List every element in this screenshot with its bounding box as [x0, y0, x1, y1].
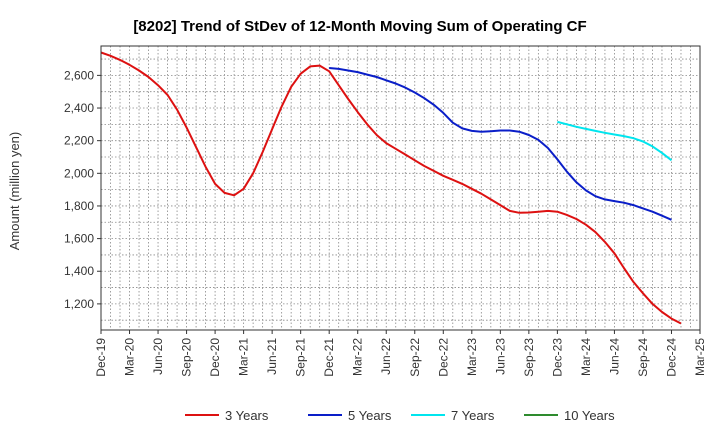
y-axis: 1,200 1,400 1,600 1,800 2,000 2,200 2,400 2,600 [64, 68, 101, 311]
x-tick-label: Mar-20 [123, 338, 137, 376]
y-tick-label: 1,200 [64, 297, 94, 311]
y-tick-label: 2,400 [64, 101, 94, 115]
legend-label: 7 Years [451, 408, 495, 423]
series-line-5-years [329, 67, 672, 221]
x-tick-label: Sep-20 [180, 338, 194, 377]
series-line-7-years [557, 120, 673, 162]
y-tick-label: 1,800 [64, 199, 94, 213]
x-tick-label: Mar-24 [579, 338, 593, 376]
legend-label: 10 Years [564, 408, 615, 423]
x-tick-label: Jun-20 [151, 338, 165, 375]
x-tick-label: Dec-22 [436, 338, 450, 377]
x-tick-label: Mar-22 [351, 338, 365, 376]
x-tick-label: Mar-25 [693, 338, 707, 376]
x-tick-label: Jun-21 [265, 338, 279, 375]
y-tick-label: 2,200 [64, 134, 94, 148]
chart-title: [8202] Trend of StDev of 12-Month Moving… [133, 18, 586, 35]
x-tick-label: Dec-23 [550, 338, 564, 377]
x-tick-label: Mar-23 [465, 338, 479, 376]
x-tick-label: Jun-24 [607, 338, 621, 375]
y-tick-label: 1,600 [64, 232, 94, 246]
x-tick-label: Dec-19 [94, 338, 108, 377]
x-tick-label: Sep-23 [522, 338, 536, 377]
x-tick-label: Dec-21 [322, 338, 336, 377]
plot-frame [100, 45, 701, 331]
grid-lines [101, 46, 700, 330]
legend: 3 Years 5 Years 7 Years 10 Years [185, 408, 615, 423]
legend-label: 5 Years [348, 408, 392, 423]
y-tick-label: 1,400 [64, 264, 94, 278]
x-tick-label: Dec-20 [208, 338, 222, 377]
series-line-3-years [100, 51, 682, 325]
series-lines [100, 51, 682, 325]
x-tick-label: Jun-22 [379, 338, 393, 375]
x-tick-label: Jun-23 [493, 338, 507, 375]
legend-label: 3 Years [225, 408, 269, 423]
y-tick-label: 2,000 [64, 166, 94, 180]
x-tick-label: Mar-21 [237, 338, 251, 376]
y-axis-label: Amount (million yen) [7, 132, 22, 251]
y-tick-label: 2,600 [64, 68, 94, 82]
x-tick-label: Sep-24 [636, 338, 650, 377]
x-tick-label: Dec-24 [664, 338, 678, 377]
x-tick-label: Sep-22 [408, 338, 422, 377]
x-tick-label: Sep-21 [294, 338, 308, 377]
x-axis: Dec-19 Mar-20 Jun-20 Sep-20 Dec-20 Mar-21 Jun-… [94, 330, 707, 377]
